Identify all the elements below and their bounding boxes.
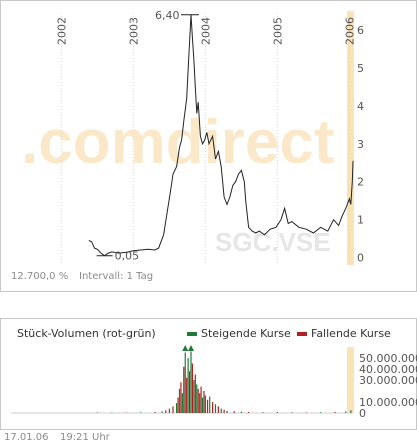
comdirect-watermark: .comdirect: [21, 108, 335, 177]
high-annotation: 6,40: [155, 9, 180, 22]
volume-y-tick-label: 30.000.000: [359, 374, 417, 387]
legend-rising: Steigende Kurse: [187, 327, 291, 340]
low-annotation: 0,05: [115, 250, 140, 263]
y-tick-label: 1: [357, 214, 364, 227]
volume-y-tick-label: 50.000.000: [359, 352, 417, 365]
legend-falling-label: Fallende Kurse: [311, 327, 391, 340]
volume-y-tick-label: 40.000.000: [359, 363, 417, 376]
y-tick-label: 3: [357, 138, 364, 151]
volume-y-tick-label: 10.000.000: [359, 396, 417, 409]
y-tick-label: 6: [357, 24, 364, 37]
y-tick-label: 2: [357, 176, 364, 189]
footer-time: 19:21 Uhr: [60, 432, 110, 443]
volume-chart-panel: Stück-Volumen (rot-grün) Steigende Kurse…: [0, 318, 417, 430]
y-tick-label: 0: [357, 252, 364, 265]
volume-chart: 010.000.000 30.000.00040.000.00050.000.00…: [11, 345, 417, 420]
performance-label: 12.700,0 %: [11, 271, 69, 282]
x-tick-label: 2005: [271, 17, 284, 45]
legend-falling-swatch: [297, 332, 307, 336]
y-tick-label: 5: [357, 62, 364, 75]
interval-label: Intervall: 1 Tag: [79, 271, 154, 282]
symbol-watermark: SGC.VSE: [215, 227, 331, 257]
volume-overflow-arrow: [182, 345, 189, 351]
legend-rising-label: Steigende Kurse: [201, 327, 291, 340]
y-tick-label: 4: [357, 100, 364, 113]
price-series-line: [88, 14, 354, 257]
volume-title: Stück-Volumen (rot-grün): [17, 327, 156, 340]
x-tick-label: 2003: [127, 17, 140, 45]
volume-y-tick-label: 0: [359, 407, 366, 420]
footer-date: 17.01.06: [4, 432, 49, 443]
x-tick-label: 2006: [343, 17, 356, 45]
legend-rising-swatch: [187, 332, 197, 336]
current-period-highlight: [347, 11, 354, 265]
volume-overflow-arrow: [188, 345, 194, 351]
x-tick-label: 2004: [199, 17, 212, 45]
x-tick-label: 2002: [55, 17, 68, 45]
legend-falling: Fallende Kurse: [297, 327, 391, 340]
volume-highlight: [347, 347, 354, 413]
price-chart-panel: .comdirect SGC.VSE 2002 2003 2004 2005 2006 0 1 2…: [0, 0, 417, 292]
price-chart: .comdirect SGC.VSE 2002 2003 2004 2005 2006 0 1 2…: [21, 9, 364, 265]
